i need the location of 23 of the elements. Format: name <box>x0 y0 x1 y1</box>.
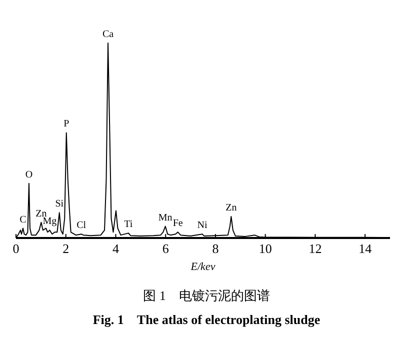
annotation: Ni <box>197 220 208 232</box>
x-tick-label: 2 <box>62 241 70 256</box>
x-axis-title: E/kev <box>190 261 216 273</box>
x-tick-label: 12 <box>308 241 322 256</box>
text: Fig. 1 The atlas of electroplating sludge <box>92 312 320 327</box>
x-tick-label: 4 <box>112 241 120 256</box>
annotation: Mg <box>42 216 57 228</box>
x-tick-label: 10 <box>258 241 272 256</box>
annotation: Zn <box>226 202 237 214</box>
annotation: Ti <box>124 219 133 230</box>
text: 图 1 电镀污泥的图谱 <box>143 288 270 303</box>
annotation: O <box>25 169 33 180</box>
x-tick-label: 0 <box>12 241 20 256</box>
annotation: C <box>20 214 27 226</box>
x-tick-label: 14 <box>358 241 372 256</box>
annotation: Cl <box>76 220 86 232</box>
annotation: Ca <box>102 29 114 40</box>
annotation: Si <box>55 198 64 210</box>
annotation: Mn <box>158 212 172 224</box>
x-tick-label: 6 <box>162 241 170 256</box>
annotation: Fe <box>172 218 184 230</box>
annotation: P <box>64 118 70 130</box>
x-tick-label: 8 <box>212 241 219 256</box>
